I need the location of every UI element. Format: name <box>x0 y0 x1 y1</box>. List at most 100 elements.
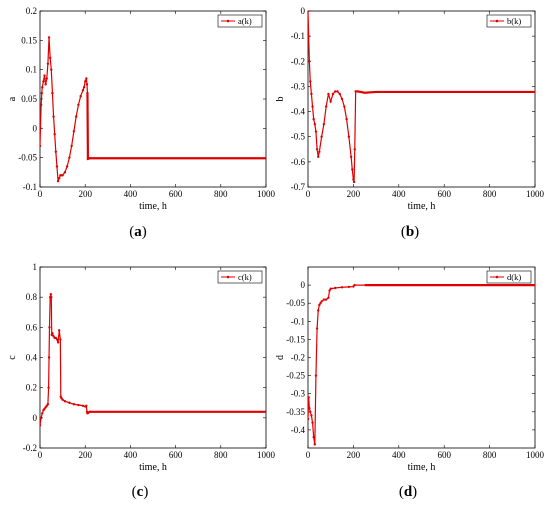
data-point <box>311 421 314 424</box>
data-point <box>313 122 317 126</box>
x-tick-label: 200 <box>347 450 361 460</box>
panel-b: 0 200 400 600 800 1000 -0.7 -0.6 -0.5 -0.4 -0.3 -0.… <box>275 6 545 240</box>
data-point <box>40 91 44 95</box>
data-point <box>47 356 51 359</box>
data-point <box>340 286 344 289</box>
x-tick-label: 800 <box>483 189 497 199</box>
data-point <box>63 400 67 403</box>
panel-caption: (d) <box>399 484 417 500</box>
data-point <box>340 97 344 101</box>
data-point <box>320 135 323 138</box>
caption-open: ( <box>399 484 404 500</box>
legend-swatch-marker <box>226 275 230 279</box>
data-point <box>58 177 61 180</box>
caption-open: ( <box>129 224 134 240</box>
caption-close: ) <box>143 484 148 500</box>
y-tick-label: -0.25 <box>286 371 305 381</box>
data-point <box>314 374 318 377</box>
legend-box <box>486 270 532 284</box>
data-point <box>41 412 44 415</box>
legend-label: b(k) <box>507 16 521 26</box>
data-point <box>50 295 53 299</box>
data-point <box>74 115 78 118</box>
y-tick-label: -0.05 <box>286 298 305 308</box>
x-tick-label: 0 <box>38 450 43 460</box>
data-point <box>327 92 330 96</box>
data-point <box>44 83 47 86</box>
data-point <box>77 403 80 407</box>
data-point <box>84 80 87 83</box>
legend-box <box>217 270 263 284</box>
data-point <box>41 86 44 89</box>
x-tick-label: 200 <box>78 189 92 199</box>
plot-frame <box>39 10 267 188</box>
plot-frame <box>307 266 536 449</box>
data-point <box>47 386 50 389</box>
y-tick-label: 0.6 <box>26 322 38 332</box>
data-point <box>315 148 319 151</box>
data-point <box>53 133 56 136</box>
data-point <box>77 103 80 107</box>
panel-caption: (a) <box>129 224 147 240</box>
data-point <box>329 287 332 290</box>
legend-box <box>486 14 532 28</box>
data-point <box>313 443 317 446</box>
x-axis-label: time, h <box>408 462 436 473</box>
data-point <box>324 105 328 108</box>
data-point <box>310 414 313 417</box>
caption-close: ) <box>142 224 147 240</box>
y-tick-label: 0 <box>301 280 306 290</box>
caption-close: ) <box>414 224 419 240</box>
y-tick-label: 0.1 <box>26 65 37 75</box>
data-point <box>68 156 71 159</box>
data-point <box>45 77 48 80</box>
y-axis-label: c <box>7 355 18 360</box>
y-tick-label: -0.4 <box>291 425 306 435</box>
data-point <box>82 86 86 89</box>
data-point <box>336 90 339 93</box>
data-point <box>85 77 88 80</box>
data-point <box>322 122 326 126</box>
y-tick-label: 0.15 <box>21 35 37 45</box>
data-point <box>56 341 60 344</box>
y-tick-label: 0.4 <box>26 353 38 363</box>
data-point <box>85 83 89 86</box>
y-tick-label: 0.8 <box>26 292 38 302</box>
y-tick-label: 1 <box>33 262 38 272</box>
x-tick-label: 0 <box>306 189 311 199</box>
data-point <box>334 286 337 290</box>
data-point <box>343 105 346 108</box>
x-tick-label: 600 <box>437 189 451 199</box>
data-point <box>79 94 82 98</box>
y-tick-label: 0 <box>301 6 306 16</box>
y-tick-label: 0.05 <box>21 94 37 104</box>
data-point <box>59 338 62 341</box>
data-point <box>353 148 356 151</box>
caption-letter: c <box>137 484 144 500</box>
x-tick-label: 200 <box>347 189 361 199</box>
x-tick-label: 400 <box>392 450 406 460</box>
data-point <box>324 298 328 301</box>
y-tick-label: -0.6 <box>291 157 306 167</box>
data-point <box>68 401 71 404</box>
caption-letter: a <box>134 224 142 240</box>
caption-open: ( <box>401 224 406 240</box>
y-tick-label: -0.3 <box>291 389 306 399</box>
data-point <box>315 327 319 330</box>
data-point <box>308 60 311 63</box>
data-point <box>317 155 320 159</box>
data-point <box>308 11 310 13</box>
legend-box <box>217 14 263 28</box>
data-point <box>311 105 314 108</box>
y-tick-label: -0.5 <box>291 132 306 142</box>
legend-label: c(k) <box>238 272 252 282</box>
series-steady-band <box>86 410 266 415</box>
y-tick-label: 0.2 <box>26 6 37 16</box>
y-tick-label: -0.2 <box>291 56 305 66</box>
x-axis-label: time, h <box>139 462 167 473</box>
x-axis-label: time, h <box>408 201 436 212</box>
y-tick-label: -0.1 <box>291 31 305 41</box>
data-point <box>328 289 331 292</box>
caption-open: ( <box>132 484 137 500</box>
data-point <box>308 406 311 410</box>
